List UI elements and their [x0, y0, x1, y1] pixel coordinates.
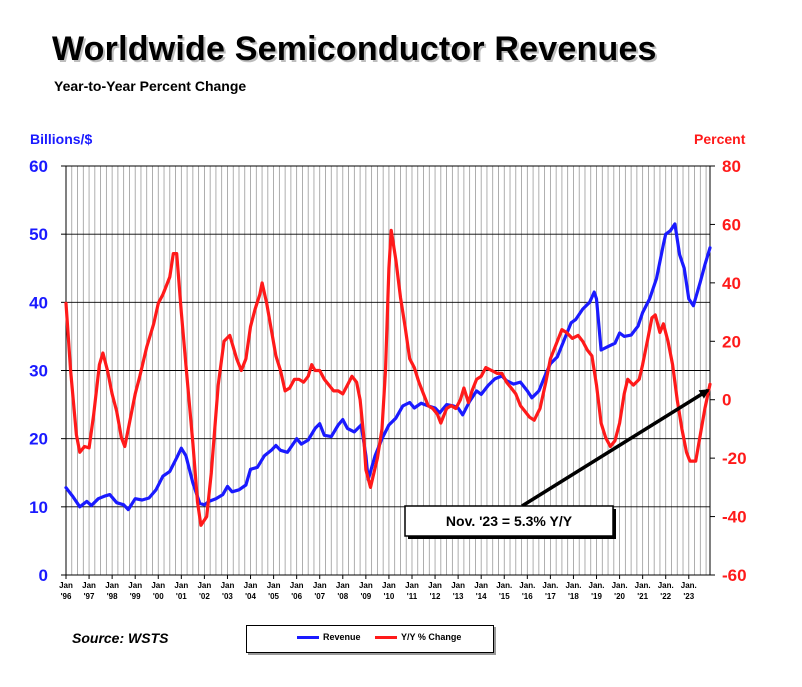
- x-tick-label-year: '09: [360, 592, 371, 601]
- left-tick-label: 40: [29, 293, 48, 312]
- right-tick-label: 0: [722, 391, 731, 410]
- x-tick-label-month: Jan: [451, 581, 465, 590]
- annotation-arrow: [521, 388, 710, 508]
- x-tick-label-month: Jan: [290, 581, 304, 590]
- right-tick-label: -60: [722, 566, 747, 585]
- x-tick-label-year: '06: [291, 592, 302, 601]
- x-tick-label-month: Jan: [59, 581, 73, 590]
- annotation-box: [404, 505, 614, 537]
- x-tick-label-year: '19: [591, 592, 602, 601]
- x-tick-label-month: Jan: [405, 581, 419, 590]
- x-tick-label-year: '17: [545, 592, 556, 601]
- left-tick-label: 60: [29, 157, 48, 176]
- annotation: Nov. '23 = 5.3% Y/Y: [404, 388, 710, 539]
- x-tick-label-year: '18: [568, 592, 579, 601]
- x-tick-label-year: '97: [84, 592, 95, 601]
- revenue-line: [64, 222, 712, 512]
- left-tick-label: 20: [29, 430, 48, 449]
- x-tick-label-year: '12: [430, 592, 441, 601]
- x-tick-label-month: Jan: [474, 581, 488, 590]
- x-tick-label-year: '05: [268, 592, 279, 601]
- left-tick-label: 30: [29, 362, 48, 381]
- x-tick-label-year: '20: [614, 592, 625, 601]
- x-tick-label-month: Jan: [128, 581, 142, 590]
- x-tick-label-year: '00: [153, 592, 164, 601]
- x-tick-label-year: '03: [222, 592, 233, 601]
- x-tick-label-year: '96: [61, 592, 72, 601]
- right-axis-label: Percent: [694, 131, 746, 147]
- legend-item-revenue: Revenue: [297, 632, 361, 642]
- source-note: Source: WSTS: [72, 630, 169, 646]
- annotation-text: Nov. '23 = 5.3% Y/Y: [446, 513, 573, 529]
- x-tick-label-month: Jan: [221, 581, 235, 590]
- x-tick-label-year: '04: [245, 592, 256, 601]
- left-tick-label: 0: [39, 566, 48, 585]
- x-tick-label-month: Jan.: [681, 581, 697, 590]
- right-tick-label: 80: [722, 157, 741, 176]
- x-tick-label-year: '15: [499, 592, 510, 601]
- x-tick-label-month: Jan.: [519, 581, 535, 590]
- left-axis-label: Billions/$: [30, 131, 93, 147]
- axes: 0 10 20 30 40 50 60 -60 -40 -20 0 20 40 60 80 Jan '96 Jan…: [29, 157, 747, 601]
- x-tick-label-month: Jan: [267, 581, 281, 590]
- x-tick-label-month: Jan: [174, 581, 188, 590]
- x-tick-label-month: Jan: [82, 581, 96, 590]
- left-tick-label: 10: [29, 498, 48, 517]
- right-tick-label: 20: [722, 332, 741, 351]
- x-tick-label-year: '02: [199, 592, 210, 601]
- x-tick-label-month: Jan: [197, 581, 211, 590]
- x-tick-label-year: '14: [476, 592, 487, 601]
- x-tick-label-month: Jan.: [658, 581, 674, 590]
- x-tick-label-year: '07: [314, 592, 325, 601]
- x-tick-label-month: Jan: [359, 581, 373, 590]
- x-tick-label-month: Jan: [336, 581, 350, 590]
- legend: Revenue Y/Y % Change: [246, 625, 494, 653]
- x-tick-label-month: Jan: [151, 581, 165, 590]
- x-tick-label-year: '11: [407, 592, 418, 601]
- right-tick-label: -40: [722, 508, 747, 527]
- x-tick-label-month: Jan.: [565, 581, 581, 590]
- x-tick-label-year: '98: [107, 592, 118, 601]
- x-tick-label-month: Jan.: [542, 581, 558, 590]
- x-tick-label-year: '13: [453, 592, 464, 601]
- legend-label-yy: Y/Y % Change: [401, 632, 462, 642]
- x-tick-label-year: '16: [522, 592, 533, 601]
- series: [64, 222, 712, 527]
- right-tick-label: 40: [722, 274, 741, 293]
- chart-title: Worldwide Semiconductor Revenues: [52, 30, 657, 68]
- legend-swatch-revenue: [297, 636, 319, 640]
- legend-item-yy: Y/Y % Change: [375, 632, 461, 642]
- x-tick-label-month: Jan: [382, 581, 396, 590]
- x-tick-label-month: Jan.: [589, 581, 605, 590]
- x-tick-label-month: Jan.: [635, 581, 651, 590]
- x-tick-label-month: Jan: [105, 581, 119, 590]
- right-tick-label: 60: [722, 215, 741, 234]
- x-tick-label-year: '21: [637, 592, 648, 601]
- yoy-change-line: [64, 228, 712, 527]
- x-tick-label-year: '08: [337, 592, 348, 601]
- left-tick-label: 50: [29, 225, 48, 244]
- x-tick-label-month: Jan: [313, 581, 327, 590]
- x-tick-label-year: '22: [660, 592, 671, 601]
- legend-label-revenue: Revenue: [323, 632, 361, 642]
- x-tick-label-month: Jan: [244, 581, 258, 590]
- x-tick-label-year: '01: [176, 592, 187, 601]
- x-tick-label-year: '23: [683, 592, 694, 601]
- legend-swatch-yy: [375, 636, 397, 640]
- chart-subtitle: Year-to-Year Percent Change: [54, 78, 247, 94]
- right-tick-label: -20: [722, 449, 747, 468]
- x-tick-label-month: Jan.: [496, 581, 512, 590]
- x-tick-label-year: '10: [384, 592, 395, 601]
- x-tick-label-month: Jan: [428, 581, 442, 590]
- x-tick-label-month: Jan.: [612, 581, 628, 590]
- x-tick-label-year: '99: [130, 592, 141, 601]
